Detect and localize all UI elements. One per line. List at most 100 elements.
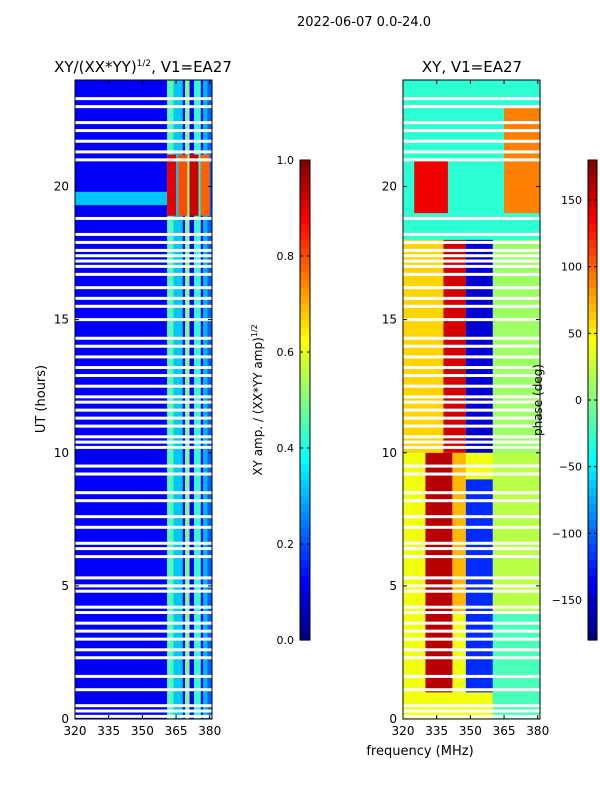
left-y-axis: 0 5 10 15 20 <box>54 180 212 726</box>
colorbar-step <box>588 264 597 273</box>
phase-region <box>452 452 466 613</box>
flagged-row <box>403 344 540 348</box>
flagged-row <box>75 416 212 420</box>
flagged-row <box>403 464 540 468</box>
flagged-row <box>403 150 540 154</box>
y-tick-label: 20 <box>382 180 397 194</box>
colorbar-step <box>300 264 310 273</box>
colorbar-step <box>588 384 597 393</box>
colorbar-step <box>588 568 597 577</box>
flagged-row <box>403 648 540 652</box>
colorbar-step <box>588 408 597 417</box>
flagged-row <box>75 629 212 633</box>
flagged-row <box>75 515 212 519</box>
y-tick-label: 0 <box>61 712 69 726</box>
flagged-row <box>403 499 540 503</box>
flagged-row <box>75 150 212 154</box>
flagged-row <box>75 445 212 449</box>
flagged-row <box>403 656 540 660</box>
flagged-row <box>75 366 212 370</box>
x-tick-label: 380 <box>198 724 221 738</box>
right-colorbar-label: phase (deg) <box>531 364 545 436</box>
colorbar-step <box>588 504 597 513</box>
colorbar-tick-label: 0 <box>575 394 582 407</box>
flagged-row <box>75 674 212 678</box>
flagged-row <box>403 576 540 580</box>
flagged-row <box>75 688 212 692</box>
x-tick-label: 350 <box>459 724 482 738</box>
flagged-row <box>75 656 212 660</box>
amplitude-cell <box>167 154 177 216</box>
colorbar-step <box>300 544 310 553</box>
amplitude-cell <box>189 154 199 216</box>
flagged-row <box>403 366 540 370</box>
colorbar-step <box>588 376 597 385</box>
colorbar-step <box>300 368 310 377</box>
flagged-row <box>75 709 212 713</box>
right-colorbar: −150 −100 −50 0 50 100 150 phase (deg) <box>531 159 598 641</box>
flagged-row <box>75 541 212 545</box>
colorbar-step <box>588 208 597 217</box>
flagged-row <box>403 525 540 529</box>
colorbar-step <box>588 304 597 313</box>
phase-region <box>492 612 540 719</box>
flagged-row <box>75 355 212 359</box>
x-axis-label: frequency (MHz) <box>366 744 473 759</box>
flagged-row <box>403 637 540 641</box>
colorbar-step <box>300 376 310 385</box>
flagged-row <box>75 605 212 609</box>
flagged-row <box>75 286 212 290</box>
colorbar-step <box>588 520 597 529</box>
x-tick-label: 320 <box>64 724 87 738</box>
colorbar-step <box>300 584 310 593</box>
colorbar-step <box>588 440 597 449</box>
colorbar-step <box>588 352 597 361</box>
flagged-row <box>75 611 212 614</box>
colorbar-step <box>588 232 597 241</box>
flagged-row <box>403 318 540 322</box>
y-tick-label: 5 <box>389 579 397 593</box>
flagged-row <box>403 272 540 276</box>
colorbar-step <box>300 480 310 489</box>
flagged-row <box>75 440 212 444</box>
y-tick-label: 0 <box>389 712 397 726</box>
flagged-row <box>403 97 540 101</box>
y-tick-label: 10 <box>382 446 397 460</box>
flagged-row <box>403 704 540 708</box>
flagged-row <box>75 304 212 308</box>
colorbar-step <box>300 600 310 609</box>
flagged-row <box>75 491 212 495</box>
flagged-row <box>75 254 212 258</box>
flagged-row <box>403 424 540 428</box>
x-tick-label: 365 <box>493 724 516 738</box>
flagged-row <box>75 318 212 322</box>
amplitude-cell <box>178 154 188 216</box>
colorbar-step <box>300 272 310 281</box>
colorbar-step <box>588 312 597 321</box>
colorbar-step <box>588 192 597 201</box>
flagged-row <box>75 240 212 244</box>
flagged-row <box>75 714 212 718</box>
flagged-row <box>75 464 212 468</box>
flagged-row <box>403 259 540 263</box>
colorbar-step <box>588 432 597 441</box>
x-tick-label: 335 <box>425 724 448 738</box>
x-tick-label: 320 <box>392 724 415 738</box>
colorbar-step <box>300 200 310 209</box>
colorbar-step <box>588 248 597 257</box>
colorbar-step <box>300 184 310 193</box>
colorbar-step <box>588 456 597 465</box>
left-colorbar-gradient <box>300 160 310 641</box>
colorbar-step <box>300 464 310 473</box>
colorbar-step <box>588 256 597 265</box>
left-chart-title: XY/(XX*YY)1/2, V1=EA27 <box>54 58 232 76</box>
colorbar-step <box>588 360 597 369</box>
colorbar-step <box>300 288 310 297</box>
flagged-row <box>75 259 212 263</box>
colorbar-step <box>300 560 310 569</box>
colorbar-step <box>588 160 597 169</box>
colorbar-step <box>300 320 310 329</box>
colorbar-step <box>300 384 310 393</box>
flagged-row <box>75 408 212 412</box>
colorbar-step <box>300 400 310 409</box>
